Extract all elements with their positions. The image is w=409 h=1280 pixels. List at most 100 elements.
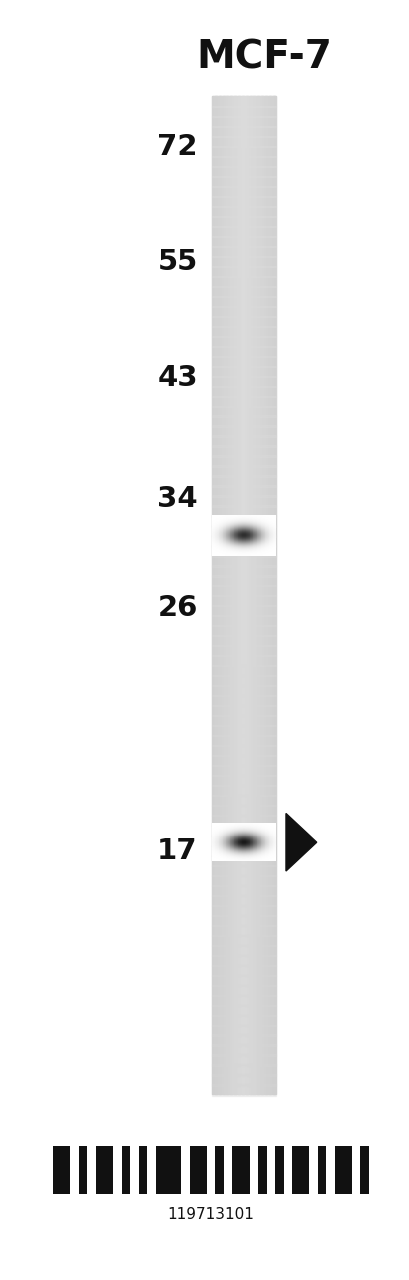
Bar: [212, 406, 275, 417]
Bar: [212, 645, 275, 657]
Bar: [250, 96, 252, 1094]
Bar: [212, 895, 275, 906]
Bar: [212, 556, 275, 567]
Bar: [212, 566, 275, 576]
Bar: [212, 1065, 275, 1075]
Text: 55: 55: [157, 248, 197, 276]
Bar: [212, 296, 275, 307]
Bar: [212, 1084, 275, 1096]
Bar: [212, 96, 213, 1094]
Bar: [238, 96, 239, 1094]
Bar: [212, 96, 213, 1094]
Bar: [292, 1146, 308, 1194]
Bar: [264, 96, 265, 1094]
Text: 72: 72: [157, 133, 197, 161]
Bar: [212, 96, 275, 108]
Bar: [220, 96, 221, 1094]
Bar: [212, 874, 275, 886]
Bar: [224, 96, 225, 1094]
Bar: [254, 96, 255, 1094]
Bar: [212, 1024, 275, 1036]
Bar: [226, 96, 227, 1094]
Bar: [212, 774, 275, 786]
Bar: [265, 96, 266, 1094]
Bar: [212, 236, 275, 247]
Bar: [215, 96, 216, 1094]
Bar: [254, 96, 256, 1094]
Bar: [121, 1146, 130, 1194]
Bar: [212, 824, 275, 836]
Bar: [212, 1074, 275, 1085]
Bar: [212, 765, 275, 776]
Bar: [274, 96, 275, 1094]
Bar: [230, 96, 231, 1094]
Bar: [212, 525, 275, 536]
Bar: [243, 96, 244, 1094]
Bar: [231, 96, 232, 1094]
Bar: [232, 1146, 249, 1194]
Bar: [223, 96, 224, 1094]
Bar: [212, 246, 275, 257]
Bar: [212, 1015, 275, 1025]
Bar: [212, 685, 275, 696]
Bar: [237, 96, 238, 1094]
Bar: [212, 585, 275, 596]
Bar: [212, 705, 275, 717]
Bar: [212, 325, 275, 337]
Bar: [212, 475, 275, 486]
Bar: [252, 96, 253, 1094]
Bar: [235, 96, 236, 1094]
Bar: [274, 1146, 283, 1194]
Bar: [270, 96, 272, 1094]
Bar: [262, 96, 263, 1094]
Bar: [246, 96, 247, 1094]
Bar: [212, 815, 275, 826]
Bar: [212, 855, 275, 867]
Bar: [222, 96, 223, 1094]
Bar: [212, 995, 275, 1006]
Bar: [255, 96, 256, 1094]
Bar: [334, 1146, 351, 1194]
Bar: [239, 96, 240, 1094]
Bar: [212, 206, 275, 218]
Bar: [212, 666, 275, 676]
Bar: [232, 96, 234, 1094]
Bar: [220, 96, 222, 1094]
Bar: [212, 106, 275, 118]
Bar: [258, 96, 259, 1094]
Bar: [212, 535, 275, 547]
Bar: [212, 785, 275, 796]
Bar: [212, 1034, 275, 1046]
Bar: [217, 96, 218, 1094]
Bar: [212, 146, 275, 157]
Bar: [212, 216, 275, 227]
Bar: [257, 96, 258, 1094]
Bar: [212, 835, 275, 846]
Bar: [213, 96, 214, 1094]
Bar: [216, 96, 218, 1094]
Bar: [212, 316, 275, 326]
Bar: [265, 96, 267, 1094]
Bar: [244, 96, 245, 1094]
Text: 26: 26: [157, 594, 197, 622]
Bar: [224, 96, 225, 1094]
Bar: [212, 495, 275, 507]
Bar: [212, 456, 275, 467]
Bar: [243, 96, 245, 1094]
Bar: [212, 884, 275, 896]
Bar: [360, 1146, 368, 1194]
Bar: [212, 516, 275, 526]
Bar: [212, 735, 275, 746]
Bar: [212, 225, 275, 237]
Bar: [212, 965, 275, 975]
Bar: [212, 186, 275, 197]
Bar: [266, 96, 267, 1094]
Bar: [218, 96, 219, 1094]
Bar: [247, 96, 249, 1094]
Bar: [256, 96, 257, 1094]
Bar: [212, 435, 275, 447]
Bar: [212, 915, 275, 925]
Bar: [212, 755, 275, 767]
Bar: [212, 984, 275, 996]
Bar: [212, 306, 275, 317]
